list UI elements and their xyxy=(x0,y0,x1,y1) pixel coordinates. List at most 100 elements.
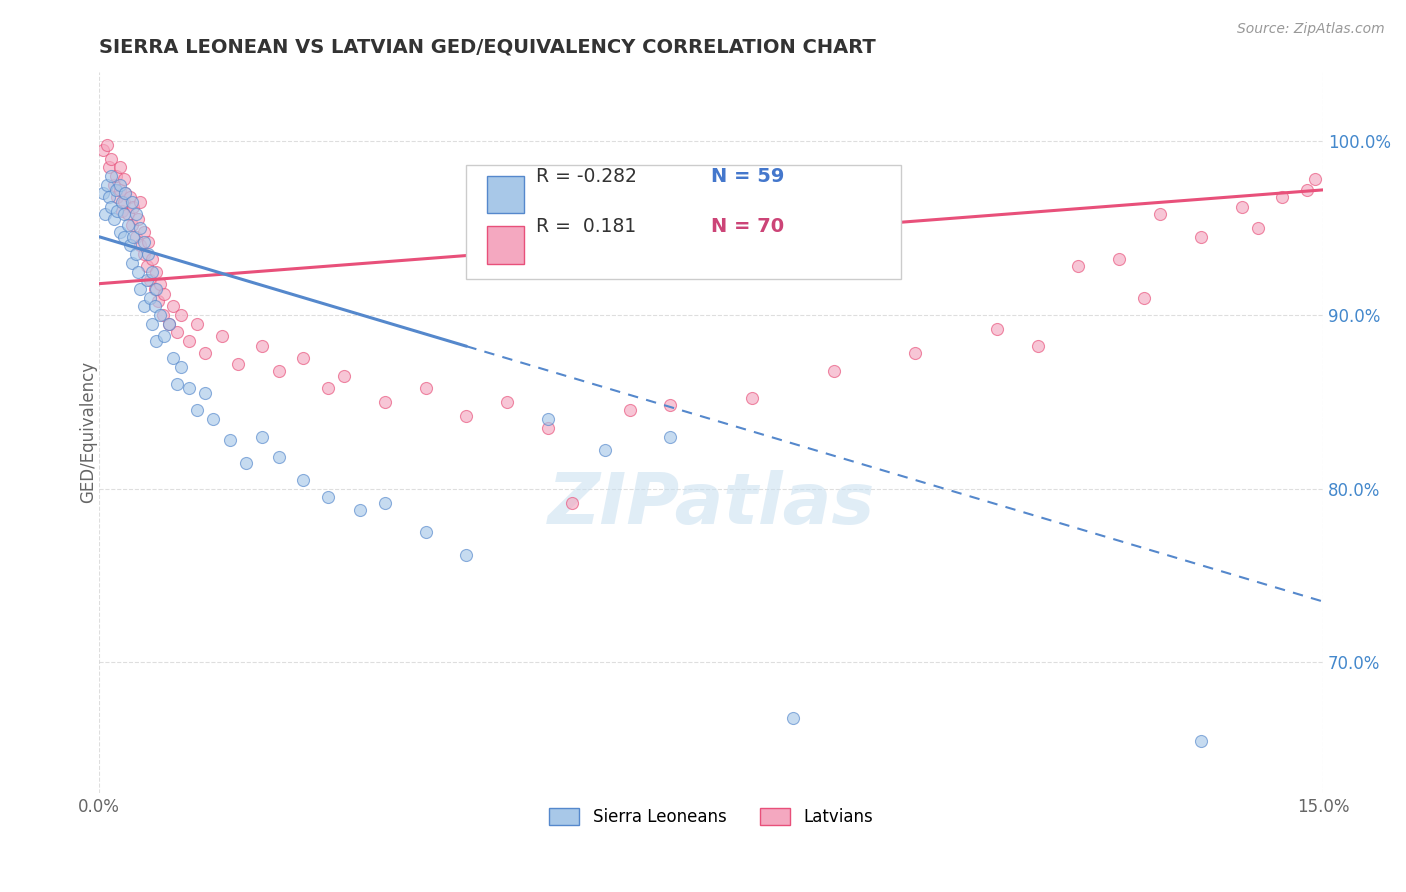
Point xyxy=(104,183,127,197)
Point xyxy=(127,212,149,227)
Text: Source: ZipAtlas.com: Source: ZipAtlas.com xyxy=(1237,22,1385,37)
Point xyxy=(1303,172,1326,186)
Point xyxy=(1026,339,1049,353)
Point xyxy=(292,473,315,487)
Point xyxy=(143,282,166,296)
Point xyxy=(112,172,135,186)
Point xyxy=(117,207,139,221)
Point xyxy=(120,190,142,204)
Point xyxy=(186,403,208,417)
Point xyxy=(537,412,560,426)
Point xyxy=(349,502,371,516)
Point xyxy=(374,495,396,509)
Point xyxy=(122,229,145,244)
Point xyxy=(177,381,200,395)
Point xyxy=(125,247,148,261)
Point xyxy=(823,363,845,377)
Point xyxy=(267,363,290,377)
FancyBboxPatch shape xyxy=(488,226,524,263)
Point xyxy=(125,229,148,244)
Point xyxy=(537,421,560,435)
Point xyxy=(415,525,437,540)
Point xyxy=(149,308,172,322)
Text: ZIPatlas: ZIPatlas xyxy=(547,470,875,539)
Point xyxy=(153,287,176,301)
Point xyxy=(117,218,139,232)
Point xyxy=(100,152,122,166)
Point xyxy=(162,351,184,366)
Point xyxy=(141,264,163,278)
Point xyxy=(496,394,519,409)
FancyBboxPatch shape xyxy=(488,176,524,213)
Point xyxy=(226,357,249,371)
Point xyxy=(132,225,155,239)
Point xyxy=(121,218,143,232)
Point xyxy=(91,143,114,157)
Point xyxy=(252,339,274,353)
Point xyxy=(114,186,136,201)
Point xyxy=(186,317,208,331)
Point xyxy=(100,200,122,214)
Point xyxy=(112,194,135,209)
Point xyxy=(166,326,188,340)
Point xyxy=(129,282,152,296)
Point xyxy=(129,194,152,209)
Point xyxy=(120,238,142,252)
Point xyxy=(145,264,167,278)
Point xyxy=(741,392,763,406)
Point xyxy=(135,273,157,287)
Point xyxy=(111,203,134,218)
Point xyxy=(143,299,166,313)
Point xyxy=(104,169,127,183)
Point xyxy=(1189,733,1212,747)
Point xyxy=(619,403,641,417)
Point xyxy=(316,491,339,505)
Point xyxy=(986,322,1008,336)
Point xyxy=(103,178,125,192)
Point xyxy=(218,433,240,447)
Point xyxy=(593,443,616,458)
Point xyxy=(129,221,152,235)
Point xyxy=(146,293,169,308)
Point xyxy=(153,328,176,343)
Point xyxy=(100,169,122,183)
Point xyxy=(1132,291,1154,305)
Text: N = 70: N = 70 xyxy=(711,218,785,236)
Point xyxy=(132,235,155,249)
Point xyxy=(98,161,121,175)
Point xyxy=(145,334,167,348)
Point xyxy=(139,273,162,287)
Point xyxy=(132,247,155,261)
Point xyxy=(170,308,193,322)
Point xyxy=(194,386,217,401)
Point xyxy=(211,328,233,343)
Point xyxy=(121,194,143,209)
Point xyxy=(1108,252,1130,267)
Point xyxy=(782,711,804,725)
Point xyxy=(139,291,162,305)
Point xyxy=(121,256,143,270)
Point xyxy=(141,252,163,267)
Legend: Sierra Leoneans, Latvians: Sierra Leoneans, Latvians xyxy=(541,800,882,835)
Point xyxy=(1067,260,1090,274)
Point xyxy=(1149,207,1171,221)
Point xyxy=(1189,229,1212,244)
Point xyxy=(94,207,117,221)
Point xyxy=(659,398,682,412)
Point xyxy=(1230,200,1253,214)
Point xyxy=(1247,221,1270,235)
Point xyxy=(170,359,193,374)
Point xyxy=(112,229,135,244)
Text: R =  0.181: R = 0.181 xyxy=(536,218,637,236)
Point xyxy=(456,548,478,562)
FancyBboxPatch shape xyxy=(467,165,901,279)
Point xyxy=(333,368,356,383)
Point xyxy=(96,178,118,192)
Point xyxy=(316,381,339,395)
Point xyxy=(456,409,478,423)
Point xyxy=(141,317,163,331)
Point xyxy=(1295,183,1317,197)
Point xyxy=(904,346,927,360)
Point xyxy=(108,178,131,192)
Point xyxy=(202,412,225,426)
